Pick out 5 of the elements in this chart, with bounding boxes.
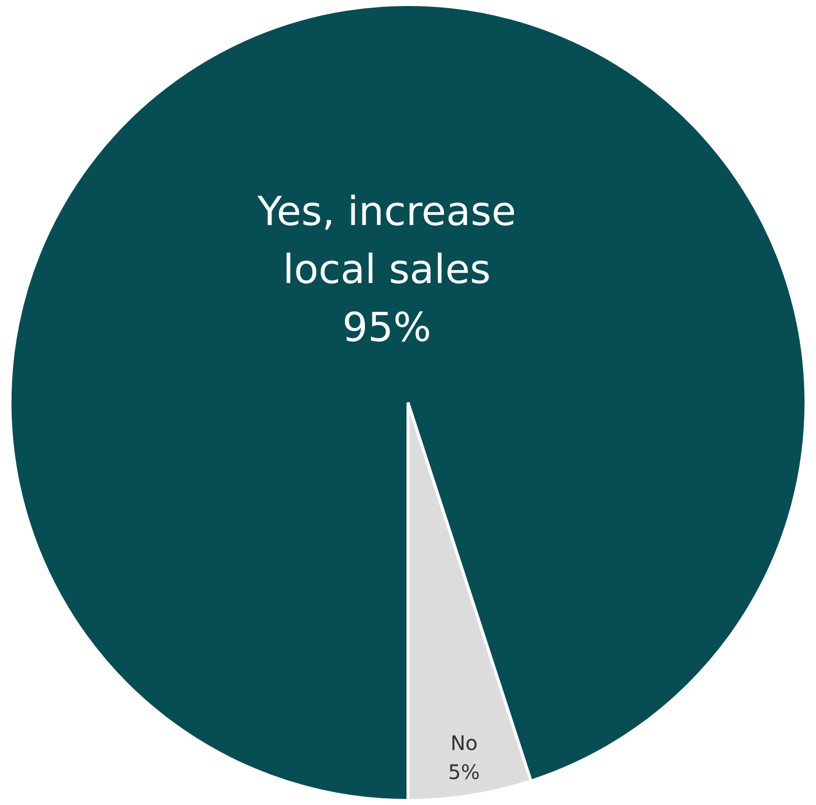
data-label: 5%	[448, 760, 480, 784]
slice-label: Yes, increase local sales	[256, 188, 516, 293]
slice-label: No	[450, 730, 478, 755]
data-label: 95%	[342, 304, 432, 351]
pie-slice	[8, 3, 808, 802]
